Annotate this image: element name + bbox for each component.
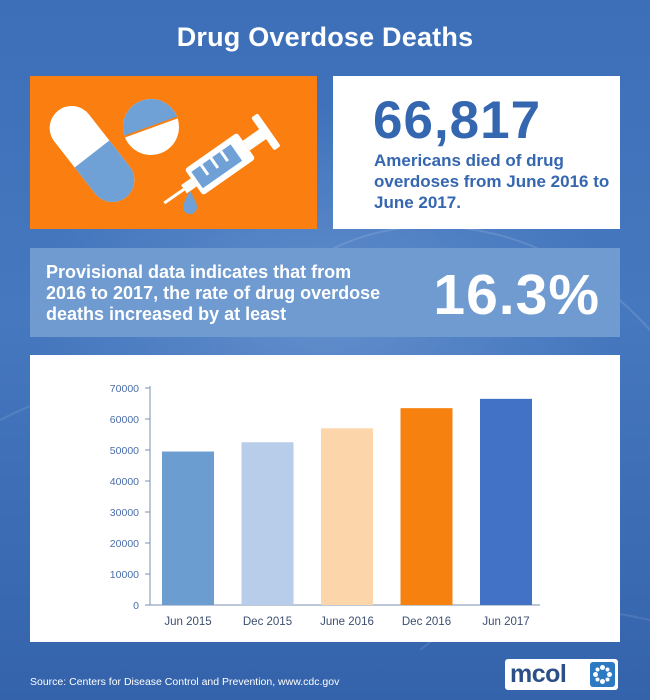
x-tick-label: Jun 2017 bbox=[482, 616, 529, 628]
chart-panel: 0 10000 20000 30000 40000 50000 60000 70000 Jun … bbox=[30, 355, 620, 642]
y-tick-label: 70000 bbox=[110, 383, 139, 395]
pill-tablet-icon bbox=[123, 99, 179, 155]
bar bbox=[162, 451, 214, 605]
source-note: Source: Centers for Disease Control and … bbox=[30, 676, 340, 688]
syringe-icon bbox=[163, 113, 280, 205]
mcol-logo: mcol bbox=[505, 659, 618, 690]
bar bbox=[321, 428, 373, 605]
death-count-description: Americans died of drug overdoses from Ju… bbox=[374, 151, 610, 212]
y-tick-label: 20000 bbox=[110, 538, 139, 550]
x-tick-label: June 2016 bbox=[320, 616, 374, 628]
rate-increase-text: Provisional data indicates that from 201… bbox=[46, 262, 381, 324]
y-tick-label: 40000 bbox=[110, 476, 139, 488]
rate-increase-percent: 16.3% bbox=[433, 263, 600, 327]
drug-illustration-panel bbox=[30, 76, 317, 229]
rate-increase-band: Provisional data indicates that from 201… bbox=[30, 248, 620, 337]
droplet-icon bbox=[183, 191, 197, 214]
capsule-icon bbox=[49, 105, 135, 203]
x-tick-label: Dec 2016 bbox=[402, 616, 451, 628]
y-tick-label: 0 bbox=[133, 600, 139, 612]
x-tick-label: Dec 2015 bbox=[243, 616, 292, 628]
stat-panel: 66,817 Americans died of drug overdoses … bbox=[333, 76, 620, 229]
bar-chart: 0 10000 20000 30000 40000 50000 60000 70000 Jun … bbox=[110, 383, 540, 628]
logo-text: mcol bbox=[510, 660, 567, 688]
y-tick-label: 50000 bbox=[110, 445, 139, 457]
y-tick-label: 60000 bbox=[110, 414, 139, 426]
y-tick-label: 30000 bbox=[110, 507, 139, 519]
x-tick-label: Jun 2015 bbox=[164, 616, 211, 628]
page-title: Drug Overdose Deaths bbox=[176, 22, 474, 52]
logo-mark-icon bbox=[590, 662, 615, 687]
death-count: 66,817 bbox=[373, 91, 542, 150]
y-tick-label: 10000 bbox=[110, 569, 139, 581]
bar bbox=[241, 442, 294, 605]
bar bbox=[480, 398, 532, 605]
bar bbox=[400, 408, 453, 605]
